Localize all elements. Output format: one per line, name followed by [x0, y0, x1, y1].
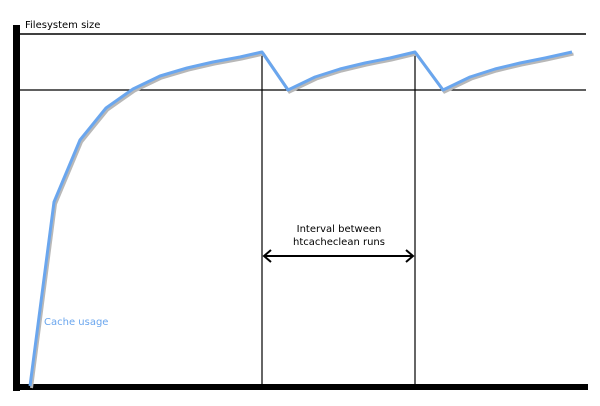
annotation-line-1: Interval between — [297, 224, 382, 235]
y-axis — [13, 25, 20, 391]
cache-usage-curve — [28, 50, 573, 387]
cache-usage-shadow — [30, 52, 574, 389]
interval-arrow — [262, 249, 415, 263]
series-label: Cache usage — [44, 317, 108, 328]
annotation-line-2: htcacheclean runs — [293, 237, 385, 248]
y-axis-label: Filesystem size — [25, 20, 100, 31]
x-axis — [13, 384, 588, 390]
